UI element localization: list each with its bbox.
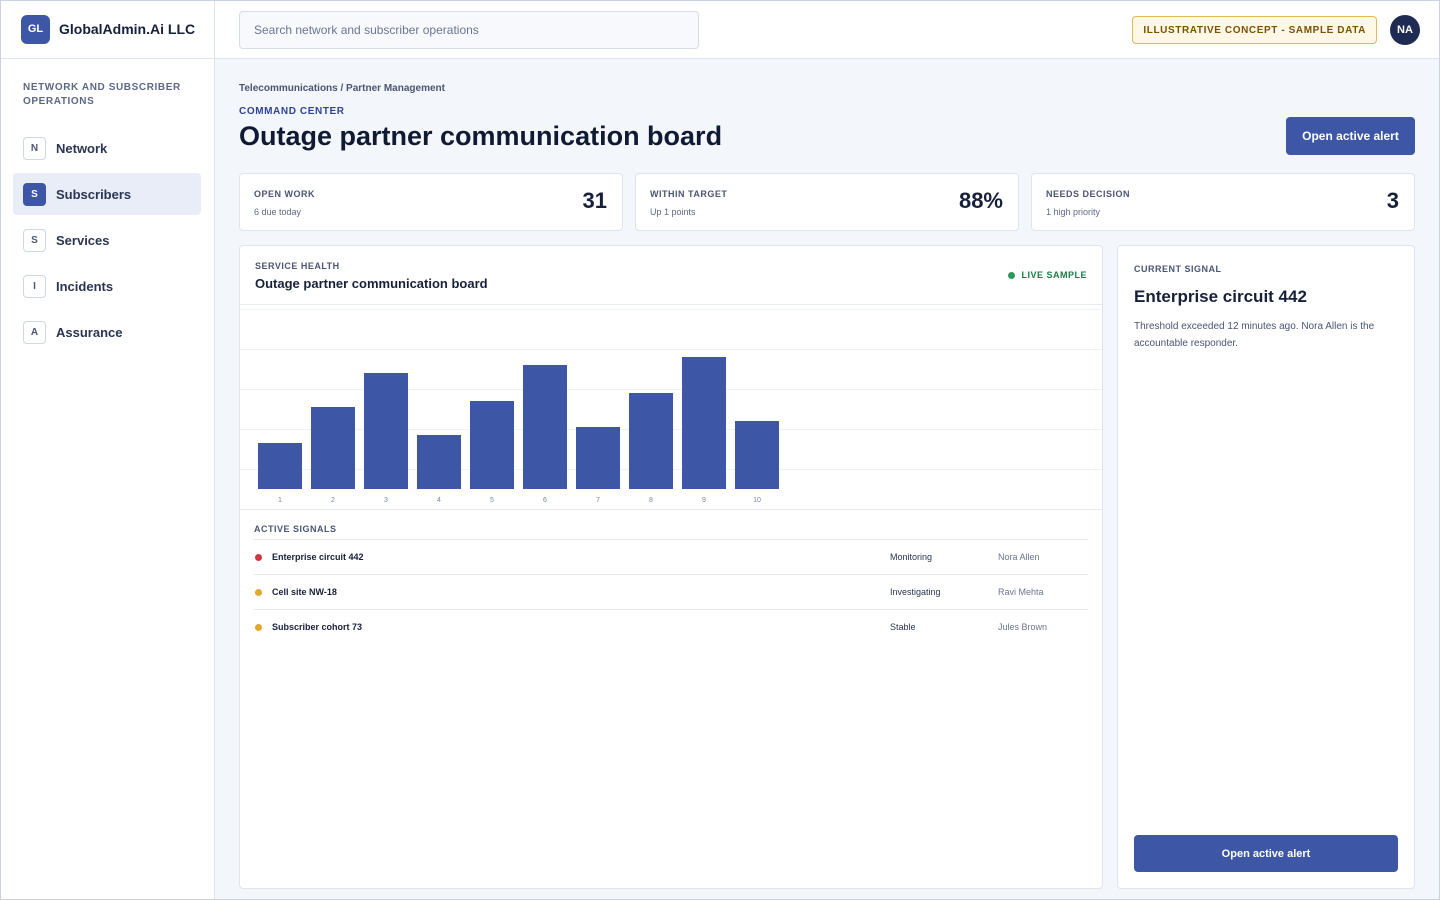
sidebar-item-label: Services: [56, 232, 110, 248]
x-tick-label: 7: [596, 497, 600, 504]
signal-name: Cell site NW-18: [272, 587, 337, 597]
service-health-panel: Service health Outage partner communicat…: [239, 245, 1103, 889]
signal-status: Investigating: [890, 587, 941, 597]
sidebar-section-title: Network and Subscriber Operations: [23, 82, 181, 107]
sidebar: GL GlobalAdmin.Ai LLC Network and Subscr…: [0, 0, 215, 900]
x-tick-label: 10: [753, 497, 761, 504]
sidebar-item-label: Incidents: [56, 278, 114, 294]
stat-sub: Up 1 points: [650, 207, 696, 217]
signal-row[interactable]: Cell site NW-18 Investigating Ravi Mehta: [254, 574, 1088, 609]
stat-card-needs-decision: Needs decision 1 high priority 3: [1031, 173, 1415, 231]
x-tick-label: 6: [543, 497, 547, 504]
sidebar-nav: N Network S Subscribers S Services I Inc…: [0, 127, 214, 353]
x-tick-label: 2: [331, 497, 335, 504]
subscribers-icon: S: [23, 182, 46, 206]
sidebar-item-services[interactable]: S Services: [13, 219, 201, 261]
signal-name: Enterprise circuit 442: [272, 552, 364, 562]
status-dot-icon: [255, 553, 262, 561]
x-tick-label: 9: [702, 497, 706, 504]
stat-sub: 1 high priority: [1046, 207, 1101, 217]
x-tick-label: 8: [649, 497, 653, 504]
bar-chart: 1 2 3 4 5 6 7 8 9 10: [240, 309, 1102, 504]
open-active-alert-button[interactable]: Open active alert: [1286, 117, 1415, 155]
stat-value: 31: [582, 188, 607, 213]
signal-status: Stable: [890, 622, 916, 632]
signal-name: Subscriber cohort 73: [272, 622, 363, 632]
current-signal-description: Threshold exceeded 12 minutes ago. Nora …: [1134, 321, 1375, 349]
chart-bar[interactable]: [629, 393, 673, 489]
sidebar-item-label: Assurance: [56, 324, 123, 340]
stat-label: Open work: [254, 189, 316, 199]
main-content: Telecommunications / Partner Management …: [239, 59, 1415, 889]
divider: [240, 304, 1102, 305]
chart-bar[interactable]: [417, 435, 461, 489]
current-signal-title: Enterprise circuit 442: [1134, 287, 1307, 306]
stats-row: Open work 6 due today 31 Within target U…: [239, 173, 1415, 231]
signal-owner: Nora Allen: [998, 552, 1040, 562]
chart-bar[interactable]: [682, 357, 726, 489]
chart-bar[interactable]: [470, 401, 514, 489]
status-dot-icon: [255, 588, 262, 596]
chart-bar[interactable]: [523, 365, 567, 489]
live-label: Live sample: [1021, 270, 1087, 280]
signals-eyebrow: Active signals: [254, 524, 337, 534]
x-tick-label: 1: [278, 497, 282, 504]
network-icon: N: [23, 136, 46, 160]
sidebar-item-label: Network: [56, 140, 108, 156]
signal-owner: Jules Brown: [998, 622, 1048, 632]
stat-sub: 6 due today: [254, 207, 302, 217]
stat-label: Within target: [650, 189, 728, 199]
chart-bar[interactable]: [735, 421, 779, 489]
concept-badge: Illustrative concept - sample data: [1132, 16, 1377, 44]
stat-value: 88%: [958, 188, 1003, 213]
x-tick-label: 5: [490, 497, 494, 504]
avatar[interactable]: NA: [1390, 15, 1420, 45]
stat-card-within-target: Within target Up 1 points 88%: [635, 173, 1019, 231]
stat-value: 3: [1386, 188, 1399, 213]
search-input[interactable]: [239, 11, 699, 49]
current-signal-panel: Current signal Enterprise circuit 442 Th…: [1117, 245, 1415, 889]
chart-bar[interactable]: [364, 373, 408, 489]
live-dot-icon: [1008, 271, 1016, 279]
stat-card-open-work: Open work 6 due today 31: [239, 173, 623, 231]
assurance-icon: A: [23, 320, 46, 344]
x-tick-label: 3: [384, 497, 388, 504]
chart-bar[interactable]: [311, 407, 355, 489]
sidebar-item-assurance[interactable]: A Assurance: [13, 311, 201, 353]
stat-label: Needs decision: [1046, 189, 1131, 199]
breadcrumb[interactable]: Telecommunications / Partner Management: [239, 83, 445, 94]
chart-bar[interactable]: [576, 427, 620, 489]
signal-row[interactable]: Subscriber cohort 73 Stable Jules Brown: [254, 609, 1088, 644]
x-tick-label: 4: [437, 497, 441, 504]
brand-logo: GL: [21, 14, 50, 44]
page-title: Outage partner communication board: [239, 121, 723, 151]
incidents-icon: I: [23, 274, 46, 298]
signal-owner: Ravi Mehta: [998, 587, 1044, 597]
open-active-alert-button[interactable]: Open active alert: [1134, 835, 1398, 872]
sidebar-item-subscribers[interactable]: S Subscribers: [13, 173, 201, 215]
divider: [240, 509, 1102, 510]
chart-bar[interactable]: [258, 443, 302, 489]
signal-row[interactable]: Enterprise circuit 442 Monitoring Nora A…: [254, 539, 1088, 574]
signals-list: Enterprise circuit 442 Monitoring Nora A…: [254, 539, 1088, 644]
services-icon: S: [23, 228, 46, 252]
page-eyebrow: Command center: [239, 106, 345, 117]
topbar: Illustrative concept - sample data NA: [215, 0, 1440, 59]
current-signal-eyebrow: Current signal: [1134, 264, 1222, 274]
brand[interactable]: GL GlobalAdmin.Ai LLC: [0, 0, 214, 59]
sidebar-item-label: Subscribers: [56, 186, 132, 202]
panel-title: Outage partner communication board: [255, 276, 488, 291]
sidebar-item-network[interactable]: N Network: [13, 127, 201, 169]
signal-status: Monitoring: [890, 552, 933, 562]
sidebar-item-incidents[interactable]: I Incidents: [13, 265, 201, 307]
brand-name: GlobalAdmin.Ai LLC: [59, 21, 196, 37]
panel-eyebrow: Service health: [255, 261, 340, 271]
live-sample-indicator: Live sample: [1008, 270, 1087, 280]
status-dot-icon: [255, 623, 262, 631]
